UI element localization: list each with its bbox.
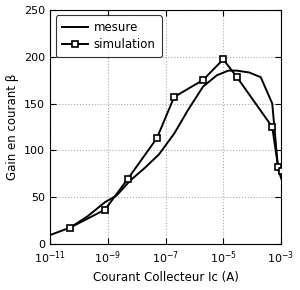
Legend: mesure, simulation: mesure, simulation (56, 15, 162, 57)
mesure (201, 85, 205, 88)
mesure (281, 183, 285, 186)
simulation (68, 226, 72, 229)
simulation (270, 125, 274, 129)
simulation (201, 78, 205, 82)
mesure (103, 200, 107, 204)
X-axis label: Courant Collecteur Ic (A): Courant Collecteur Ic (A) (93, 271, 238, 284)
mesure (235, 69, 239, 72)
simulation (280, 169, 284, 173)
mesure (48, 233, 52, 237)
mesure (248, 71, 251, 74)
mesure (270, 102, 274, 105)
simulation (155, 137, 159, 140)
Y-axis label: Gain en courant β: Gain en courant β (6, 74, 19, 180)
simulation (221, 58, 225, 61)
mesure (259, 75, 262, 79)
mesure (215, 74, 219, 77)
simulation (276, 166, 280, 169)
mesure (157, 153, 161, 156)
Line: simulation: simulation (67, 56, 286, 231)
mesure (172, 132, 176, 135)
mesure (226, 69, 230, 72)
simulation (126, 177, 130, 180)
mesure (115, 194, 118, 197)
mesure (276, 168, 280, 171)
mesure (128, 179, 132, 182)
mesure (143, 166, 147, 169)
simulation (172, 95, 176, 99)
mesure (186, 108, 190, 112)
simulation (235, 75, 239, 79)
Line: mesure: mesure (50, 71, 283, 235)
mesure (86, 215, 89, 218)
mesure (68, 226, 72, 229)
simulation (103, 208, 107, 211)
